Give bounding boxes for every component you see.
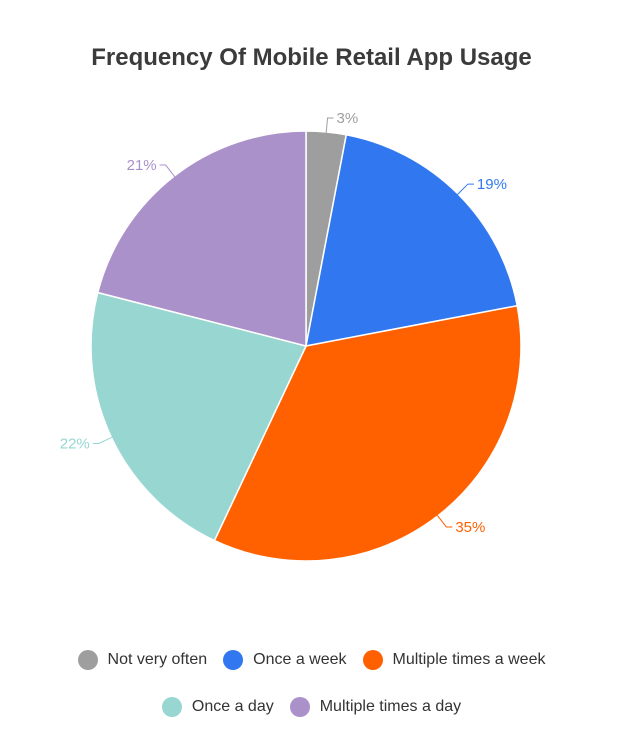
legend-label-once-a-week: Once a week: [253, 651, 347, 668]
legend-swatch-once-a-week: [223, 650, 244, 670]
pie-chart: 3% 19% 35% 22% 21%: [60, 110, 522, 562]
slice-label-once-a-week: 19%: [477, 176, 507, 193]
legend-item-multiple-times-a-week[interactable]: Multiple times a week: [362, 650, 546, 670]
legend-label-multiple-times-a-week: Multiple times a week: [392, 651, 546, 668]
legend-label-multiple-times-a-day: Multiple times a day: [319, 698, 462, 715]
legend-item-not-very-often[interactable]: Not very often: [77, 650, 208, 670]
chart-title: Frequency Of Mobile Retail App Usage: [91, 44, 532, 71]
legend-item-once-a-week[interactable]: Once a week: [223, 650, 347, 670]
slice-label-once-a-day: 22%: [60, 436, 90, 453]
slice-label-not-very-often: 3%: [337, 110, 359, 127]
slice-label-multiple-times-a-day: 21%: [127, 157, 157, 174]
legend-swatch-multiple-times-a-week: [362, 650, 383, 670]
legend-swatch-once-a-day: [161, 697, 182, 717]
leader-line-multiple-times-a-week: [436, 513, 453, 528]
legend-item-multiple-times-a-day[interactable]: Multiple times a day: [289, 697, 462, 717]
legend-swatch-not-very-often: [77, 650, 98, 670]
legend-row-1: Not very often Once a week Multiple time…: [0, 650, 623, 670]
legend-row-2: Once a day Multiple times a day: [0, 697, 623, 717]
legend-label-not-very-often: Not very often: [107, 651, 208, 668]
leader-line-not-very-often: [325, 117, 334, 134]
leader-line-multiple-times-a-day: [159, 164, 176, 179]
leader-line-once-a-week: [456, 183, 474, 196]
legend-swatch-multiple-times-a-day: [289, 697, 310, 717]
legend-label-once-a-day: Once a day: [191, 698, 274, 715]
legend-item-once-a-day[interactable]: Once a day: [161, 697, 274, 717]
slice-label-multiple-times-a-week: 35%: [455, 519, 485, 536]
leader-line-once-a-day: [92, 436, 114, 445]
